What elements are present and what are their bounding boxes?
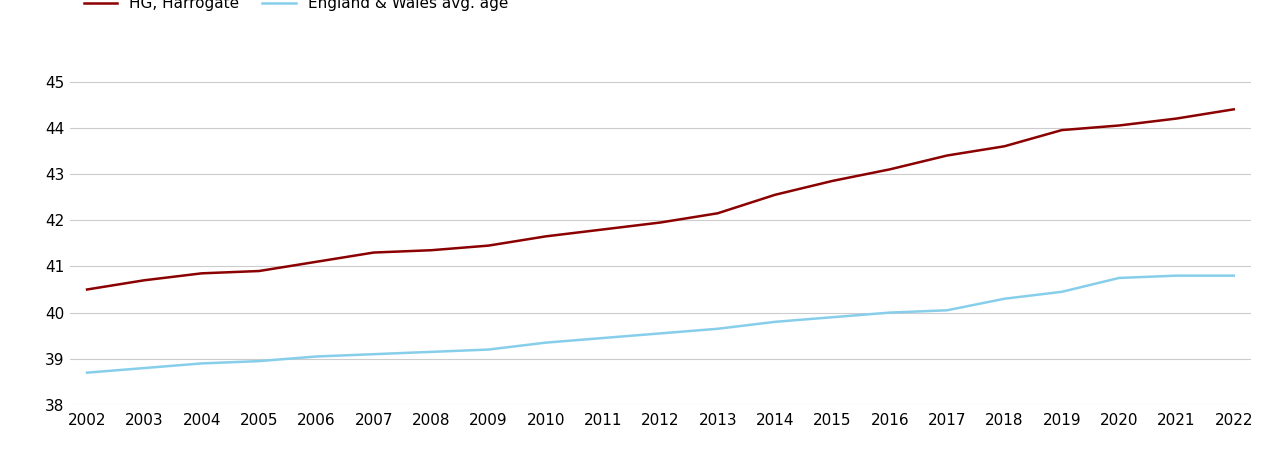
HG, Harrogate (481, 243, 497, 248)
England & Wales avg. age (767, 319, 782, 324)
England & Wales avg. age (1111, 275, 1126, 281)
England & Wales avg. age (883, 310, 898, 315)
England & Wales avg. age (194, 361, 210, 366)
HG, Harrogate (423, 248, 438, 253)
HG, Harrogate (538, 234, 554, 239)
HG, Harrogate (883, 166, 898, 172)
HG, Harrogate (1168, 116, 1184, 121)
HG, Harrogate (596, 227, 611, 232)
HG, Harrogate (653, 220, 668, 225)
HG, Harrogate (940, 153, 955, 158)
England & Wales avg. age (366, 351, 381, 357)
England & Wales avg. age (423, 349, 438, 355)
England & Wales avg. age (538, 340, 554, 345)
HG, Harrogate (1111, 123, 1126, 128)
HG, Harrogate (997, 144, 1012, 149)
England & Wales avg. age (1054, 289, 1069, 294)
Legend: HG, Harrogate, England & Wales avg. age: HG, Harrogate, England & Wales avg. age (77, 0, 514, 17)
England & Wales avg. age (1168, 273, 1184, 279)
England & Wales avg. age (137, 365, 152, 371)
HG, Harrogate (309, 259, 324, 265)
England & Wales avg. age (309, 354, 324, 359)
England & Wales avg. age (710, 326, 725, 332)
HG, Harrogate (824, 178, 839, 184)
HG, Harrogate (137, 278, 152, 283)
Line: England & Wales avg. age: England & Wales avg. age (88, 276, 1233, 373)
HG, Harrogate (1226, 107, 1241, 112)
HG, Harrogate (366, 250, 381, 255)
England & Wales avg. age (997, 296, 1012, 302)
England & Wales avg. age (940, 308, 955, 313)
HG, Harrogate (767, 192, 782, 198)
HG, Harrogate (710, 211, 725, 216)
HG, Harrogate (194, 270, 210, 276)
England & Wales avg. age (596, 335, 611, 341)
England & Wales avg. age (653, 331, 668, 336)
England & Wales avg. age (1226, 273, 1241, 279)
England & Wales avg. age (481, 347, 497, 352)
HG, Harrogate (80, 287, 95, 292)
HG, Harrogate (251, 268, 267, 274)
Line: HG, Harrogate: HG, Harrogate (88, 109, 1233, 289)
England & Wales avg. age (251, 358, 267, 364)
England & Wales avg. age (824, 315, 839, 320)
England & Wales avg. age (80, 370, 95, 375)
HG, Harrogate (1054, 127, 1069, 133)
